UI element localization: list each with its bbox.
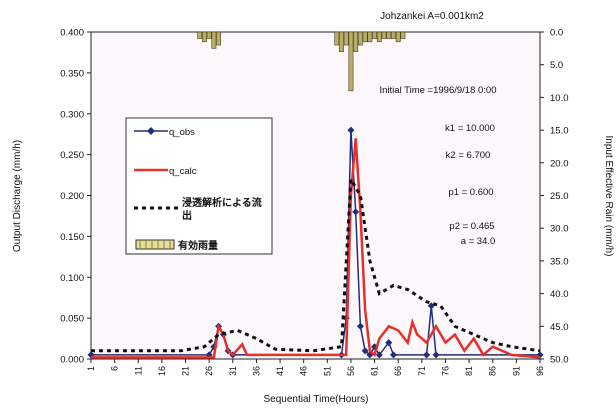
legend-marker-q-obs xyxy=(147,127,155,135)
q-obs-point xyxy=(423,351,431,359)
y-right-tick-label: 15.0 xyxy=(550,126,569,137)
y-axis-right-label: Input Effective Rain (mm/h) xyxy=(603,136,614,257)
legend: q_obs q_calc 浸透解析による流出 有効雨量 xyxy=(125,117,273,255)
y-right-tick-label: 45.0 xyxy=(550,322,569,333)
x-tick-label: 36 xyxy=(251,366,261,376)
series-lines xyxy=(87,126,544,359)
q-obs-point xyxy=(427,302,435,310)
y-right-tick-label: 20.0 xyxy=(550,158,569,169)
rain-bar xyxy=(343,31,349,46)
legend-label-q-calc: q_calc xyxy=(169,166,197,177)
y-right-tick-label: 0.0 xyxy=(550,28,563,39)
y-right-tick-label: 25.0 xyxy=(550,191,569,202)
rain-bar xyxy=(367,31,373,43)
rain-bar xyxy=(211,31,217,49)
y-right-tick-label: 40.0 xyxy=(550,289,569,300)
x-tick-label: 41 xyxy=(275,366,285,376)
x-tick-label: 71 xyxy=(417,366,427,376)
x-tick-label: 76 xyxy=(440,366,450,376)
y-left-tick-label: 0.350 xyxy=(60,68,84,79)
y-right-tick-label: 50.0 xyxy=(550,355,569,366)
x-tick-label: 61 xyxy=(370,366,380,376)
legend-box xyxy=(125,117,273,255)
x-tick-label: 66 xyxy=(393,366,403,376)
rain-bar xyxy=(348,31,354,92)
rain-bar xyxy=(339,31,344,52)
k2-annotation: k2 = 6.700 xyxy=(446,150,491,161)
legend-label-infiltration-box: 浸透解析による流出 xyxy=(182,198,262,222)
x-tick-label: 81 xyxy=(464,366,474,376)
initial-time-annotation: Initial Time =1996/9/18 0:00 xyxy=(380,85,497,96)
rain-bar xyxy=(353,31,359,52)
y-left-tick-label: 0.000 xyxy=(60,355,84,366)
a-annotation: a = 34.0 xyxy=(461,236,496,247)
x-tick-label: 56 xyxy=(346,366,356,376)
y-right-tick-label: 10.0 xyxy=(550,93,569,104)
rain-bar xyxy=(206,31,212,39)
q-obs-point xyxy=(375,351,383,359)
q-obs-point xyxy=(389,351,397,359)
q-obs-point xyxy=(385,339,393,347)
y-left-tick-label: 0.300 xyxy=(60,109,84,120)
y-right-tick-label: 30.0 xyxy=(550,224,569,235)
rain-bar xyxy=(391,31,396,39)
x-tick-label: 26 xyxy=(204,366,214,376)
q-obs-point xyxy=(356,322,364,330)
legend-label-rain: 有効雨量 xyxy=(178,239,218,252)
rain-bar xyxy=(400,31,406,39)
rain-bar xyxy=(216,31,222,46)
chart-title: Johzankei A=0.001km2 xyxy=(380,11,484,22)
x-tick-label: 6 xyxy=(110,366,120,371)
x-tick-label: 91 xyxy=(511,366,521,376)
x-tick-label: 16 xyxy=(157,366,167,376)
rain-bar xyxy=(362,31,368,43)
rain-bar xyxy=(197,31,203,39)
x-tick-label: 21 xyxy=(181,366,191,376)
legend-label-infiltration: 浸透解析による流出 xyxy=(182,198,262,222)
q-obs-point xyxy=(347,126,355,134)
legend-label-q-obs: q_obs xyxy=(169,127,195,138)
rain-bar xyxy=(202,31,207,43)
x-tick-label: 31 xyxy=(228,366,238,376)
x-tick-label: 46 xyxy=(299,366,309,376)
y-left-tick-label: 0.400 xyxy=(60,28,84,39)
y-right-tick-label: 5.0 xyxy=(550,60,563,71)
y-right-tick-label: 35.0 xyxy=(550,256,569,267)
y-left-tick-label: 0.050 xyxy=(60,314,84,325)
q-obs-point xyxy=(432,351,440,359)
q-obs-point xyxy=(361,347,369,355)
y-left-tick-label: 0.150 xyxy=(60,232,84,243)
x-tick-label: 86 xyxy=(488,366,498,376)
x-axis-label: Sequential Time(Hours) xyxy=(263,394,368,405)
rain-bar xyxy=(395,31,401,43)
rain-bar xyxy=(386,31,392,39)
series-line-1 xyxy=(91,138,541,359)
y-left-tick-label: 0.250 xyxy=(60,150,84,161)
x-tick-label: 11 xyxy=(133,366,143,375)
rain-bar xyxy=(381,31,387,39)
x-tick-label: 1 xyxy=(86,366,96,371)
y-left-tick-label: 0.200 xyxy=(60,191,84,202)
series-line-2 xyxy=(91,174,541,353)
p2-annotation: p2 = 0.465 xyxy=(449,221,494,232)
p1-annotation: p1 = 0.600 xyxy=(448,187,493,198)
rain-bars xyxy=(197,31,406,92)
k1-annotation: k1 = 10.000 xyxy=(445,123,495,134)
parameter-annotations: Initial Time =1996/9/18 0:00 k1 = 10.000… xyxy=(380,85,497,247)
rain-bar xyxy=(372,31,378,39)
axes: 0.000 0.050 0.100 0.150 0.200 0.250 0.300 0.350… xyxy=(60,28,568,377)
y-left-tick-label: 0.100 xyxy=(60,273,84,284)
x-tick-label: 96 xyxy=(535,366,545,376)
q-obs-point xyxy=(352,208,360,216)
rain-bar xyxy=(376,31,382,43)
rain-bar xyxy=(357,31,363,46)
legend-swatch-rain xyxy=(135,239,175,250)
y-axis-left-label: Output Discharge (mm/h) xyxy=(12,140,23,252)
rain-bar xyxy=(334,31,340,46)
x-tick-label: 51 xyxy=(322,366,332,376)
